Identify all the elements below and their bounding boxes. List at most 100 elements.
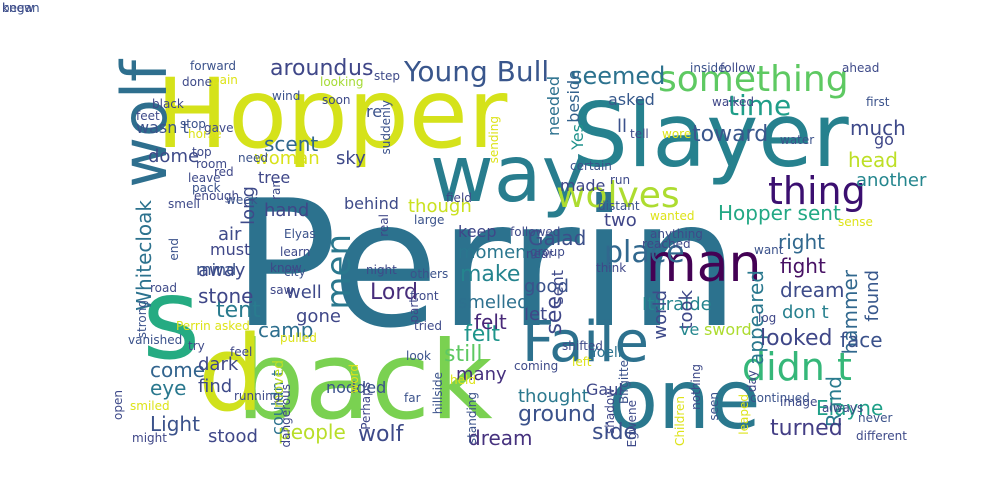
cloud-word: sword — [704, 320, 752, 339]
cloud-word: always — [822, 401, 864, 415]
cloud-word: nodded — [326, 378, 387, 397]
cloud-word: might — [132, 431, 167, 445]
cloud-word: shifted — [562, 339, 603, 353]
cloud-word: dark — [198, 354, 239, 375]
cloud-word: wolf — [358, 422, 404, 447]
cloud-word: ahead — [842, 61, 880, 75]
cloud-word: camp — [258, 318, 314, 342]
cloud-word: saw — [270, 283, 294, 297]
cloud-word: Young Bull — [404, 55, 550, 88]
cloud-word: soon — [322, 93, 351, 107]
cloud-word: sky — [336, 148, 366, 169]
cloud-word: world — [650, 290, 671, 340]
cloud-word: began — [2, 1, 40, 15]
cloud-word: come — [150, 358, 206, 382]
cloud-word: head — [848, 148, 898, 172]
cloud-word: Elyas — [284, 227, 316, 241]
cloud-word: different — [856, 429, 907, 443]
cloud-word: wasn t — [136, 118, 189, 137]
cloud-word: though — [408, 196, 472, 217]
cloud-word: let — [524, 304, 548, 325]
cloud-word: wolves — [556, 175, 680, 216]
cloud-word: field — [446, 191, 472, 205]
cloud-word: gave — [204, 121, 234, 135]
cloud-word: smell — [168, 197, 200, 211]
cloud-word: others — [410, 267, 449, 281]
cloud-word: black — [152, 97, 184, 111]
cloud-word: followed — [510, 225, 561, 239]
cloud-word: step — [374, 69, 400, 83]
cloud-word: follow — [720, 61, 756, 75]
cloud-word: anything — [650, 227, 703, 241]
cloud-word: don t — [782, 302, 829, 323]
cloud-word: front — [410, 289, 439, 303]
cloud-word: ve — [680, 320, 700, 339]
cloud-word: pain — [212, 73, 238, 87]
cloud-word: stood — [208, 426, 258, 447]
cloud-word: know — [270, 261, 302, 275]
cloud-word: beside — [564, 70, 583, 123]
cloud-word: leaped — [737, 394, 751, 435]
cloud-word: man — [646, 234, 762, 294]
cloud-word: near — [526, 247, 554, 261]
cloud-word: Egwene — [625, 400, 639, 448]
cloud-word: re — [366, 102, 383, 121]
cloud-word: feel — [230, 345, 253, 359]
cloud-word: gone — [296, 306, 341, 327]
cloud-word: dangerous — [279, 384, 293, 448]
cloud-word: walked — [712, 95, 755, 109]
cloud-word: people — [278, 420, 346, 444]
cloud-word: sense — [838, 215, 873, 229]
cloud-word: Gaul — [586, 380, 623, 399]
cloud-word: another — [856, 170, 927, 191]
cloud-word: distant — [598, 199, 640, 213]
cloud-word: eye — [150, 376, 187, 400]
cloud-word: find — [198, 376, 233, 397]
cloud-word: Light — [150, 412, 200, 436]
cloud-word: mind — [196, 260, 237, 279]
cloud-word: Yes — [568, 124, 587, 150]
cloud-word: seemed — [570, 62, 666, 90]
cloud-word: seen — [707, 392, 721, 421]
cloud-word: Perrin asked — [176, 319, 250, 333]
cloud-word: reached — [642, 237, 691, 251]
cloud-word: right — [778, 230, 825, 254]
cloud-word: knew — [2, 1, 34, 15]
cloud-word: wind — [272, 89, 301, 103]
cloud-word: ll — [617, 116, 628, 137]
cloud-word: tried — [414, 319, 442, 333]
cloud-word: suddenly — [379, 100, 393, 155]
cloud-word: feet — [136, 109, 160, 123]
cloud-word: run — [610, 173, 631, 187]
cloud-word: Birgitte — [617, 360, 631, 405]
cloud-word: learn — [280, 245, 311, 259]
cloud-word: stone — [198, 284, 254, 308]
cloud-word: Elayne — [816, 396, 884, 420]
cloud-word: need — [238, 151, 268, 165]
cloud-word: hand — [264, 200, 310, 221]
cloud-word: night — [366, 263, 397, 277]
cloud-word: Yoeli — [590, 345, 622, 361]
cloud-word: continued — [750, 391, 810, 405]
cloud-word: Faile — [522, 310, 649, 375]
cloud-word: try — [188, 339, 205, 353]
cloud-word: ran — [269, 180, 283, 200]
cloud-word: needed — [544, 76, 563, 136]
cloud-word: shadow — [603, 388, 617, 434]
cloud-word: ground — [518, 402, 596, 427]
cloud-word: end — [167, 238, 181, 261]
cloud-word: never — [858, 411, 893, 425]
cloud-word: many — [456, 364, 507, 385]
cloud-word: held — [450, 373, 476, 387]
cloud-word: sent — [548, 270, 567, 305]
cloud-word: far — [404, 391, 421, 405]
cloud-word: week — [226, 193, 258, 207]
cloud-word: around — [270, 56, 348, 81]
cloud-word: left — [572, 355, 592, 369]
cloud-word: forward — [190, 59, 237, 73]
cloud-word: hillside — [431, 372, 445, 415]
cloud-word: Children — [673, 396, 687, 446]
cloud-word: felt — [474, 310, 507, 334]
cloud-word: d — [198, 313, 265, 435]
cloud-word: felt — [464, 322, 501, 347]
